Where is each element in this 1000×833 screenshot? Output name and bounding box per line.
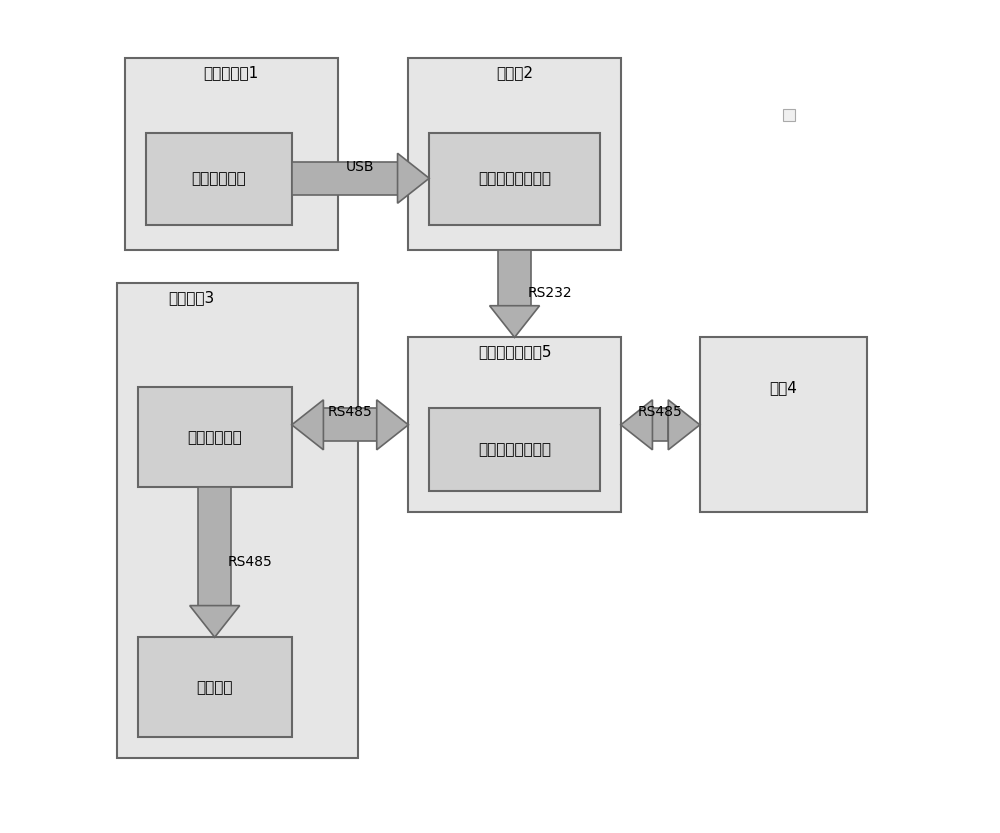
Text: 双目视觉模块: 双目视觉模块 (191, 172, 246, 187)
Bar (408, 58, 621, 250)
Text: 机械4: 机械4 (769, 380, 797, 395)
Text: 移动装置: 移动装置 (196, 680, 233, 695)
Text: 双目摄像头1: 双目摄像头1 (203, 65, 259, 80)
Text: 工控机2: 工控机2 (496, 65, 533, 80)
Polygon shape (377, 400, 408, 450)
Text: 移动底盘3: 移动底盘3 (169, 290, 215, 305)
Bar (700, 337, 867, 512)
Polygon shape (668, 400, 700, 450)
Text: RS232: RS232 (528, 287, 572, 300)
Bar (138, 387, 292, 487)
Bar (429, 408, 600, 491)
Bar (146, 133, 292, 225)
Polygon shape (398, 153, 429, 203)
Bar (429, 133, 600, 225)
Text: 串口协议转换器5: 串口协议转换器5 (478, 344, 551, 359)
Bar (138, 637, 292, 737)
Text: USB: USB (346, 160, 374, 173)
Bar (652, 408, 668, 441)
Bar (498, 250, 531, 306)
Polygon shape (621, 400, 652, 450)
Bar (323, 408, 377, 441)
Text: 串口协议转换模块: 串口协议转换模块 (478, 442, 551, 457)
Polygon shape (292, 400, 323, 450)
Polygon shape (190, 606, 240, 637)
Bar (117, 283, 358, 758)
Bar (783, 109, 795, 121)
Bar (292, 162, 398, 195)
Text: RS485: RS485 (638, 406, 682, 419)
Text: RS485: RS485 (328, 406, 372, 419)
Bar (125, 58, 338, 250)
Polygon shape (490, 306, 540, 337)
Text: 电机驱动模块: 电机驱动模块 (187, 430, 242, 445)
Bar (198, 487, 231, 606)
Text: RS485: RS485 (228, 556, 272, 569)
Text: 协同控制中心模块: 协同控制中心模块 (478, 172, 551, 187)
Bar (408, 337, 621, 512)
